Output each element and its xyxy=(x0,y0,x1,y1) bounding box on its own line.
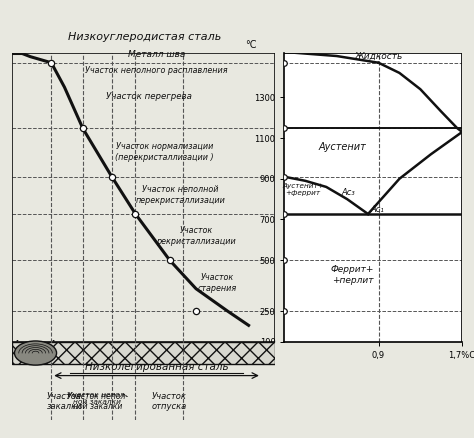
Text: Участок нормализации
(перекристаллизации ): Участок нормализации (перекристаллизации… xyxy=(115,142,214,162)
Text: °С: °С xyxy=(246,40,257,49)
Text: Жидкость: Жидкость xyxy=(355,52,402,61)
Text: Участок непол-
ной закалки: Участок непол- ной закалки xyxy=(68,392,127,405)
Text: Феррит+
+перлит: Феррит+ +перлит xyxy=(331,265,374,285)
Text: Металл шва: Металл шва xyxy=(128,49,185,59)
Text: Участок
отпуска: Участок отпуска xyxy=(152,392,187,411)
Text: Участок
рекристаллизации: Участок рекристаллизации xyxy=(156,226,236,246)
Text: Участок перегрева: Участок перегрева xyxy=(106,92,191,101)
Text: Аустенит+
+феррит: Аустенит+ +феррит xyxy=(283,183,324,196)
Text: Ас₃: Ас₃ xyxy=(342,188,356,197)
Text: Низкоуглеродистая сталь: Низкоуглеродистая сталь xyxy=(68,32,221,42)
Ellipse shape xyxy=(15,341,56,365)
Text: Участок непол-
ной закалки: Участок непол- ной закалки xyxy=(67,392,128,411)
Text: Аустенит: Аустенит xyxy=(318,142,366,152)
FancyBboxPatch shape xyxy=(12,342,275,364)
Text: Низколегированная сталь: Низколегированная сталь xyxy=(85,362,228,372)
Text: Участок
закалки: Участок закалки xyxy=(46,392,82,411)
Text: Ас₁: Ас₁ xyxy=(370,205,384,214)
Text: Участок неполного расплавления: Участок неполного расплавления xyxy=(85,66,228,75)
Text: Участок неполной
перекристаллизации: Участок неполной перекристаллизации xyxy=(135,185,225,205)
Text: Участок
старения: Участок старения xyxy=(197,272,237,293)
